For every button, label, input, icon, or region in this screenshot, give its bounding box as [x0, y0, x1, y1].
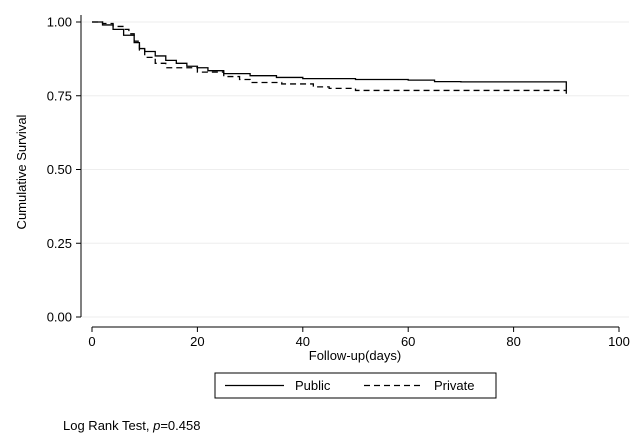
- series-line-private: [92, 21, 567, 98]
- y-tick-label-2: 0.50: [47, 162, 72, 177]
- y-tick-label-4: 1.00: [47, 15, 72, 30]
- gridlines: [82, 21, 629, 318]
- x-tick-label-4: 80: [506, 334, 520, 349]
- x-tick-label-2: 40: [296, 334, 310, 349]
- y-axis-title: Cumulative Survival: [14, 114, 29, 229]
- legend-box: [214, 372, 497, 399]
- x-axis-title: Follow-up(days): [309, 348, 401, 363]
- x-tick-label-0: 0: [88, 334, 95, 349]
- y-ticks: 0.00 0.25 0.50 0.75 1.00: [47, 15, 81, 325]
- series-lines: [92, 21, 567, 98]
- y-tick-label-1: 0.25: [47, 236, 72, 251]
- x-tick-label-1: 20: [190, 334, 204, 349]
- x-tick-label-5: 100: [608, 334, 630, 349]
- legend-label-private: Private: [434, 378, 474, 393]
- legend-label-public: Public: [295, 378, 331, 393]
- legend: Public Private: [214, 372, 497, 399]
- x-ticks: 0 20 40 60 80 100: [88, 327, 630, 349]
- x-tick-label-3: 60: [401, 334, 415, 349]
- note-value: =0.458: [160, 418, 201, 433]
- axes: [80, 15, 619, 328]
- note-prefix: Log Rank Test,: [63, 418, 154, 433]
- y-tick-label-0: 0.00: [47, 310, 72, 325]
- note-p-symbol: p: [153, 418, 161, 433]
- series-line-public: [92, 21, 567, 90]
- y-tick-label-3: 0.75: [47, 88, 72, 103]
- log-rank-note: Log Rank Test, p=0.458: [63, 418, 200, 433]
